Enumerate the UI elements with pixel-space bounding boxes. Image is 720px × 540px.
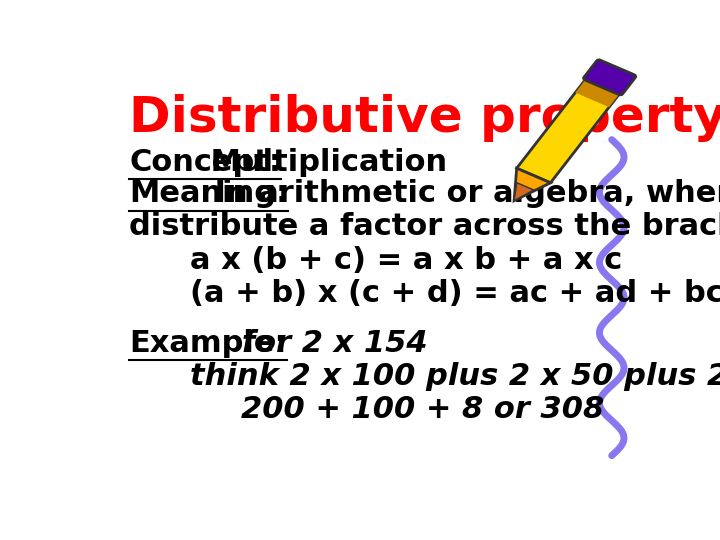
- Text: distribute a factor across the brackets:: distribute a factor across the brackets:: [129, 212, 720, 241]
- Text: Example:: Example:: [129, 329, 287, 358]
- Text: Meaning:: Meaning:: [129, 179, 288, 208]
- Text: for 2 x 154: for 2 x 154: [210, 329, 428, 358]
- FancyBboxPatch shape: [583, 60, 636, 95]
- Text: think 2 x 100 plus 2 x 50 plus 2 x 4 is: think 2 x 100 plus 2 x 50 plus 2 x 4 is: [190, 362, 720, 391]
- Text: Concept:: Concept:: [129, 148, 281, 177]
- FancyBboxPatch shape: [575, 78, 620, 107]
- Text: (a + b) x (c + d) = ac + ad + bc + bd: (a + b) x (c + d) = ac + ad + bc + bd: [190, 279, 720, 308]
- FancyBboxPatch shape: [517, 68, 629, 183]
- Text: Multiplication: Multiplication: [200, 148, 448, 177]
- Polygon shape: [514, 168, 551, 201]
- Text: In arithmetic or algebra, when you: In arithmetic or algebra, when you: [204, 179, 720, 208]
- Text: 200 + 100 + 8 or 308: 200 + 100 + 8 or 308: [240, 395, 604, 424]
- Text: a x (b + c) = a x b + a x c: a x (b + c) = a x b + a x c: [190, 246, 623, 275]
- Polygon shape: [514, 183, 534, 201]
- Text: Distributive property – Gr 4, 5: Distributive property – Gr 4, 5: [129, 94, 720, 142]
